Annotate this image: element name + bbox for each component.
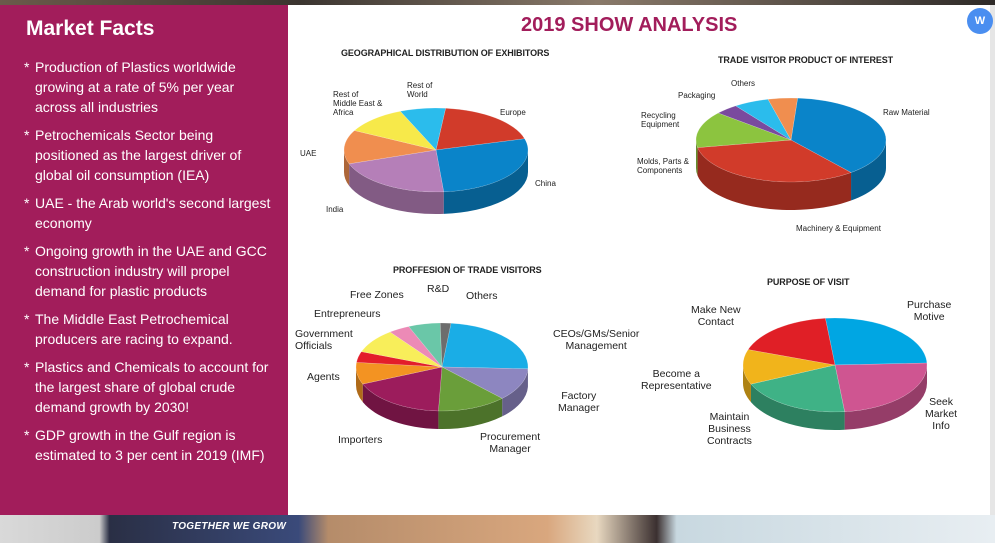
label-maintain-business: Maintain Business Contracts [707,411,752,447]
label-packaging: Packaging [678,91,716,100]
pie-side-group [344,150,529,214]
pie-slice [408,322,443,368]
chart-title-product-interest: TRADE VISITOR PRODUCT OF INTEREST [718,55,894,65]
pie-slice-side [502,368,528,417]
label-agents: Agents [307,371,340,383]
chart-title-profession: PROFFESION OF TRADE VISITORS [393,265,542,275]
pie-slice [695,112,792,148]
pie-side-group [356,367,528,429]
pie-slice [353,111,437,151]
pie-slice-side [438,398,503,429]
label-others: Others [466,290,498,302]
label-factory-manager: Factory Manager [558,390,600,414]
pie-slice-side [697,147,852,211]
label-seek-market-info: Seek Market Info [925,396,958,432]
pie-top-group [355,322,529,412]
pie-slice [399,107,446,151]
header-photo-strip [0,0,995,5]
pie-slice-side [844,365,927,430]
label-rest-of-middle-east: Rest of Middle East & Africa [333,90,383,117]
label-free-zones: Free Zones [350,289,404,301]
label-raw-material: Raw Material [883,108,930,117]
pie-slice-side [743,365,751,403]
pie-slice [355,362,443,385]
pie-slice [343,130,437,165]
chart-title-geographical: GEOGRAPHICAL DISTRIBUTION OF EXHIBITORS [341,48,550,58]
pie-slice [435,107,526,151]
market-facts-panel: Market Facts Production of Plastics worl… [0,5,288,515]
label-rnd: R&D [427,283,450,295]
pie-slice [441,322,529,370]
pie-slice [435,138,529,193]
pie-top-group [695,97,887,183]
pie-slice [389,326,443,368]
translate-glyph: W [974,15,986,27]
translate-icon[interactable]: W [967,8,993,34]
pie-slice [790,97,887,173]
pie-slice [348,149,444,193]
pie-slice-side [344,150,350,186]
pie-slice [717,105,792,141]
pie-slice [360,331,443,368]
fact-item: Petrochemicals Sector being positioned a… [24,125,274,185]
pie-slice [735,98,792,141]
label-ceos: CEOs/GMs/Senior Management [553,328,640,352]
pie-top-group [343,107,529,193]
pie-slice [697,139,852,183]
label-europe: Europe [500,108,526,117]
label-government-officials: Government Officials [295,328,353,352]
pie-slice-side [696,140,698,176]
market-facts-list: Production of Plastics worldwide growing… [24,57,274,473]
label-molds: Molds, Parts & Components [637,157,690,175]
fact-item: GDP growth in the Gulf region is estimat… [24,425,274,465]
pie-slice [742,349,836,385]
pie-side-group [743,365,927,430]
label-others: Others [731,79,756,88]
pie-slice [747,317,836,366]
scrollbar[interactable] [990,5,995,515]
show-analysis-title: 2019 SHOW ANALYSIS [521,14,738,36]
pie-slice-side [851,140,886,201]
pie-top-group [742,317,928,413]
pie-slice [767,97,798,141]
label-importers: Importers [338,434,383,446]
footer-photo-strip: TOGETHER WE GROW [0,515,995,543]
label-india: India [326,205,344,214]
pie-slice [834,362,928,413]
pie-slice-side [356,367,363,403]
fact-item: Production of Plastics worldwide growing… [24,57,274,117]
pie-slice-side [349,163,444,214]
pie-slice [750,364,845,413]
label-recycling: Recycling Equipment [641,111,680,129]
label-entrepreneurs: Entrepreneurs [314,308,381,320]
slogan-text: TOGETHER WE GROW [172,521,287,532]
label-procurement-manager: Procurement Manager [480,431,541,455]
label-purchase-motive: Purchase Motive [907,299,952,323]
pie-slice [356,351,443,368]
chart-title-purpose: PURPOSE OF VISIT [767,277,850,287]
label-uae: UAE [300,149,317,158]
fact-item: Ongoing growth in the UAE and GCC constr… [24,241,274,301]
show-analysis-panel [288,5,990,515]
pie-slice [438,366,503,412]
label-make-new-contact: Make New Contact [691,304,741,328]
pie-slice-side [362,384,439,429]
pie-slice-side [443,150,529,214]
pie-slice [441,366,529,399]
fact-item: UAE - the Arab world's second largest ec… [24,193,274,233]
label-rest-of-world: Rest of World [407,81,433,99]
market-facts-title: Market Facts [26,17,155,40]
fact-item: Plastics and Chemicals to account for th… [24,357,274,417]
pie-slice [439,322,452,368]
label-become-representative: Become a Representative [641,368,712,392]
pie-side-group [696,140,886,211]
pie-slice-side [750,384,845,430]
label-machinery: Machinery & Equipment [796,224,881,233]
pie-slice [362,366,443,412]
label-china: China [535,179,556,188]
fact-item: The Middle East Petrochemical producers … [24,309,274,349]
pie-slice [825,317,928,366]
